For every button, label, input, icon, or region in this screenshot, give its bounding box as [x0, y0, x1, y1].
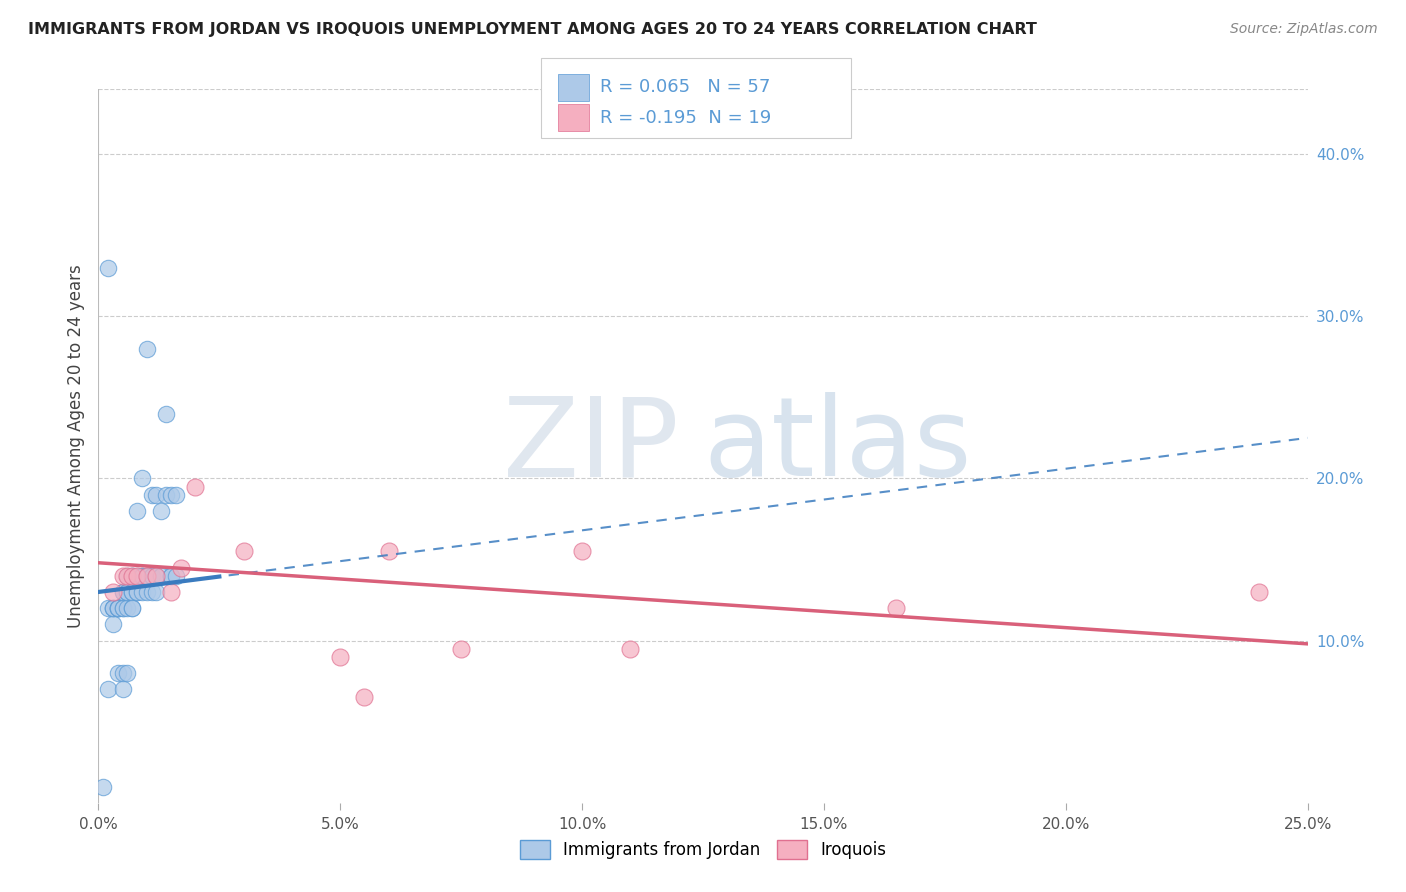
Point — [101, 601, 124, 615]
Point — [111, 666, 134, 681]
Point — [131, 568, 153, 582]
Point — [141, 568, 163, 582]
Text: R = -0.195  N = 19: R = -0.195 N = 19 — [600, 109, 772, 127]
Point — [121, 585, 143, 599]
Point — [145, 568, 167, 582]
Point — [107, 601, 129, 615]
Point — [111, 682, 134, 697]
Text: atlas: atlas — [703, 392, 972, 500]
Point — [127, 568, 149, 582]
Point — [107, 601, 129, 615]
Point — [232, 544, 254, 558]
Point — [97, 682, 120, 697]
Point — [107, 601, 129, 615]
Point — [141, 585, 163, 599]
Point — [111, 585, 134, 599]
Point — [169, 560, 191, 574]
Point — [117, 666, 139, 681]
Point — [135, 568, 157, 582]
Text: ZIP: ZIP — [503, 392, 679, 500]
Point — [121, 568, 143, 582]
Point — [155, 407, 177, 421]
Point — [131, 568, 153, 582]
Point — [97, 601, 120, 615]
Text: R = 0.065   N = 57: R = 0.065 N = 57 — [600, 78, 770, 96]
Point — [135, 585, 157, 599]
Point — [121, 601, 143, 615]
Point — [150, 568, 173, 582]
Point — [135, 342, 157, 356]
Point — [145, 568, 167, 582]
Point — [160, 568, 183, 582]
Point — [101, 601, 124, 615]
Point — [117, 568, 139, 582]
Point — [135, 568, 157, 582]
Point — [131, 585, 153, 599]
Point — [121, 601, 143, 615]
Point — [111, 601, 134, 615]
Point — [131, 471, 153, 485]
Point — [121, 568, 143, 582]
Point — [377, 544, 399, 558]
Point — [111, 601, 134, 615]
Legend: Immigrants from Jordan, Iroquois: Immigrants from Jordan, Iroquois — [513, 834, 893, 866]
Point — [107, 666, 129, 681]
Point — [1249, 585, 1271, 599]
Point — [127, 568, 149, 582]
Point — [107, 601, 129, 615]
Point — [184, 479, 207, 493]
Point — [127, 585, 149, 599]
Point — [450, 641, 472, 656]
Point — [117, 568, 139, 582]
Point — [571, 544, 593, 558]
Point — [329, 649, 352, 664]
Point — [145, 488, 167, 502]
Point — [135, 568, 157, 582]
Point — [117, 585, 139, 599]
Point — [101, 617, 124, 632]
Point — [117, 585, 139, 599]
Point — [101, 585, 124, 599]
Point — [353, 690, 375, 705]
Point — [121, 585, 143, 599]
Text: IMMIGRANTS FROM JORDAN VS IROQUOIS UNEMPLOYMENT AMONG AGES 20 TO 24 YEARS CORREL: IMMIGRANTS FROM JORDAN VS IROQUOIS UNEMP… — [28, 22, 1038, 37]
Point — [127, 585, 149, 599]
Point — [101, 601, 124, 615]
Point — [141, 488, 163, 502]
Point — [111, 585, 134, 599]
Point — [97, 260, 120, 275]
Point — [886, 601, 908, 615]
Point — [160, 488, 183, 502]
Point — [165, 568, 187, 582]
Point — [121, 568, 143, 582]
Text: Source: ZipAtlas.com: Source: ZipAtlas.com — [1230, 22, 1378, 37]
Point — [155, 488, 177, 502]
Point — [127, 504, 149, 518]
Point — [150, 504, 173, 518]
Point — [91, 780, 114, 794]
Point — [117, 601, 139, 615]
Point — [145, 585, 167, 599]
Point — [160, 585, 183, 599]
Point — [165, 488, 187, 502]
Point — [111, 568, 134, 582]
Point — [160, 568, 183, 582]
Point — [619, 641, 641, 656]
Y-axis label: Unemployment Among Ages 20 to 24 years: Unemployment Among Ages 20 to 24 years — [66, 264, 84, 628]
